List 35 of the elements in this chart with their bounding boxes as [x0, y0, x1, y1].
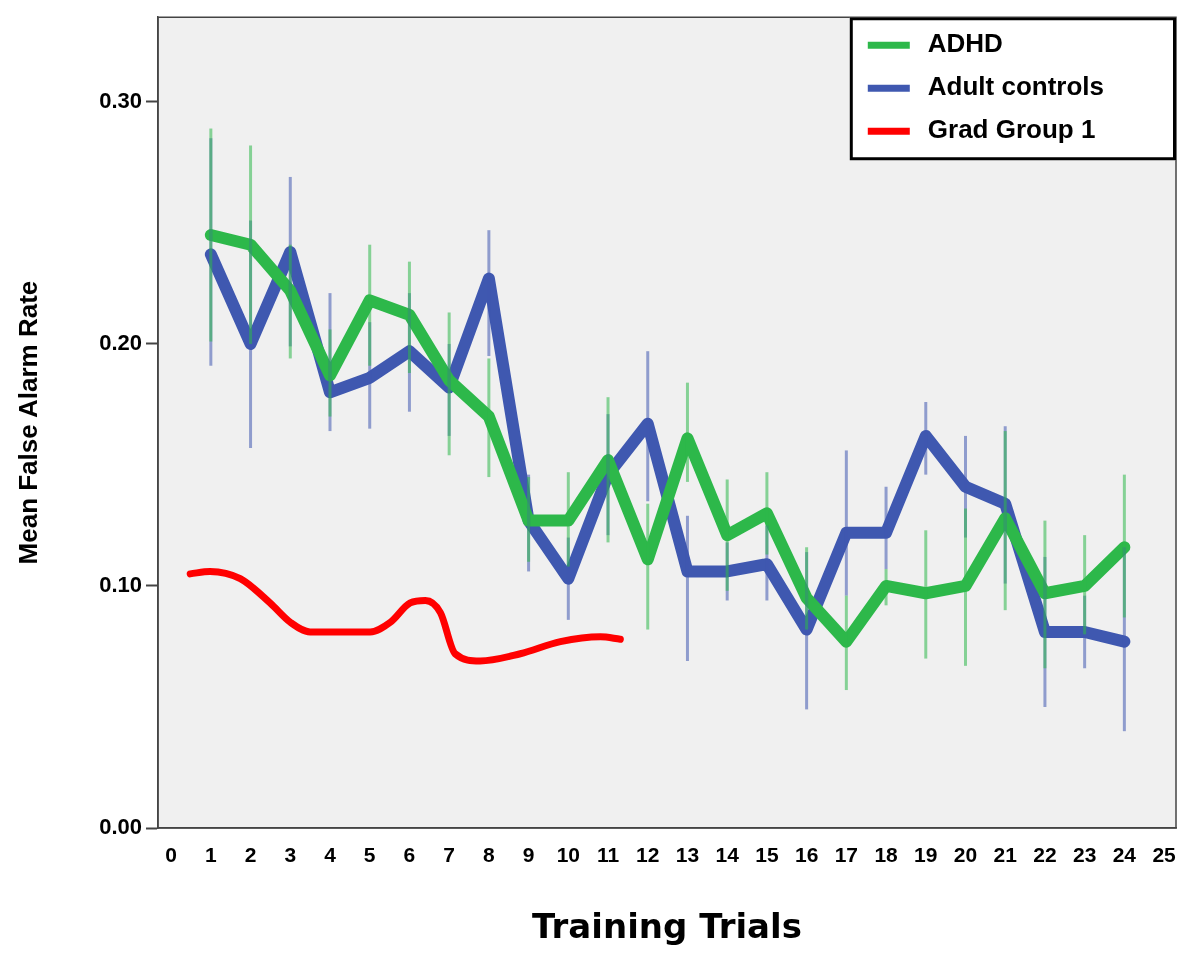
x-axis-title: Training Trials — [532, 906, 802, 947]
x-tick-label: 2 — [244, 843, 257, 867]
x-tick-label: 10 — [556, 843, 580, 867]
x-tick-label: 4 — [324, 843, 337, 867]
x-tick-label: 9 — [522, 843, 535, 867]
x-tick-label: 3 — [284, 843, 297, 867]
x-tick-label: 24 — [1112, 843, 1137, 867]
x-tick-label: 5 — [363, 843, 376, 867]
x-tick-label: 15 — [755, 843, 779, 867]
x-tick-label: 1 — [205, 843, 217, 867]
x-tick-label: 7 — [443, 843, 455, 867]
x-tick-label: 17 — [834, 843, 859, 867]
x-tick-label: 22 — [1033, 843, 1057, 867]
y-axis-title: Mean False Alarm Rate — [12, 280, 43, 565]
x-tick-label: 18 — [874, 843, 899, 867]
y-tick-label: 0.30 — [99, 87, 143, 113]
x-tick-label: 21 — [993, 843, 1018, 867]
x-tick-label: 13 — [675, 843, 700, 867]
legend-label: Adult controls — [927, 71, 1105, 102]
legend-label: Grad Group 1 — [927, 114, 1096, 145]
x-tick-label: 14 — [715, 843, 740, 867]
x-tick-label: 6 — [403, 843, 416, 867]
y-tick-label: 0.20 — [99, 330, 143, 355]
y-tick-label: 0.00 — [99, 814, 143, 840]
legend-label: ADHD — [927, 28, 1003, 59]
y-tick-label: 0.10 — [99, 572, 143, 598]
x-tick-label: 16 — [794, 843, 819, 867]
x-tick-label: 19 — [914, 843, 938, 867]
x-tick-label: 23 — [1072, 843, 1097, 867]
x-tick-label: 25 — [1152, 843, 1177, 867]
x-tick-label: 8 — [483, 843, 496, 867]
x-tick-label: 0 — [165, 843, 177, 867]
x-tick-label: 20 — [953, 843, 978, 867]
x-tick-label: 11 — [596, 843, 620, 867]
x-tick-label: 12 — [636, 843, 660, 867]
